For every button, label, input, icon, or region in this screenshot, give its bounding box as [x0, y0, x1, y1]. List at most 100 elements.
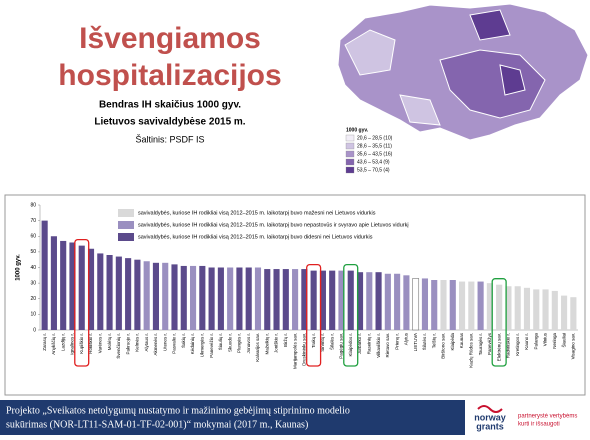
bar	[69, 242, 76, 330]
x-tick-label: Rietavo sav.	[385, 333, 390, 357]
map-legend-swatch	[345, 142, 355, 150]
bar	[41, 220, 48, 330]
x-tick-label: Švenčionių r.	[115, 333, 121, 359]
bar	[134, 259, 141, 330]
map-legend-swatch	[345, 158, 355, 166]
bar	[301, 269, 308, 330]
bar	[189, 265, 197, 330]
x-tick-label: LIETUVA	[413, 333, 418, 351]
x-tick-label: Anykščių r.	[51, 333, 56, 355]
x-tick-label: Klaipėdos r.	[348, 333, 353, 357]
bar	[199, 265, 206, 330]
highlight-box	[491, 278, 507, 367]
x-tick-label: Kauno r.	[524, 333, 529, 350]
bar	[431, 280, 438, 330]
x-tick-label: Molėtų r.	[107, 333, 112, 350]
x-tick-label: Panevėžys	[487, 332, 492, 355]
x-tick-label: Kretingos r.	[515, 333, 520, 356]
title: Išvengiamos	[79, 22, 261, 55]
bar	[106, 255, 113, 330]
y-tick-label: 30	[30, 280, 36, 286]
bar	[384, 273, 391, 330]
x-tick-label: Marijampolės sav.	[292, 333, 297, 369]
x-tick-label: Pasvalio r.	[172, 333, 177, 354]
x-tick-label: Rokiškio r.	[88, 333, 93, 354]
bar	[347, 270, 354, 330]
bar	[282, 269, 289, 330]
logo-mark	[477, 405, 503, 413]
x-tick-label: Zarasų r.	[42, 333, 47, 351]
bar	[514, 286, 521, 330]
bar	[440, 280, 447, 330]
bar	[329, 270, 336, 330]
legend-swatch	[118, 209, 134, 217]
bar	[505, 286, 512, 330]
x-tick-label: Kalvarijos sav.	[255, 333, 260, 362]
x-tick-label: Pagėgių sav.	[339, 333, 344, 359]
x-tick-label: Biržų r.	[283, 333, 288, 347]
bar	[115, 256, 122, 330]
map-legend-label: 43,6 – 53,4 (9)	[357, 159, 390, 165]
x-tick-label: Telšių r.	[431, 333, 436, 348]
bar	[78, 245, 85, 330]
bar	[162, 262, 169, 330]
x-tick-label: Neringa	[552, 333, 557, 349]
y-tick-label: 50	[30, 249, 36, 255]
x-tick-label: Radviliškio r.	[506, 333, 511, 358]
x-tick-label: Klaipėda	[450, 333, 455, 351]
y-tick-label: 70	[30, 218, 36, 224]
y-tick-label: 0	[33, 327, 36, 333]
x-tick-label: Panevėžio r.	[209, 333, 214, 358]
bar	[217, 267, 224, 330]
map-legend-label: 53,5 – 70,5 (4)	[357, 167, 390, 173]
bar	[366, 272, 373, 330]
bar	[97, 253, 104, 330]
map-shape	[337, 3, 589, 141]
bar	[60, 240, 67, 330]
bar	[356, 272, 364, 330]
x-tick-label: Kėdainių r.	[190, 333, 195, 354]
x-tick-label: Šilutės r.	[421, 333, 427, 350]
x-tick-label: Plungės r.	[237, 333, 242, 353]
bar	[125, 258, 132, 330]
map-legend-label: 20,6 – 28,5 (10)	[357, 135, 393, 141]
x-tick-label: Pakruojo r.	[125, 333, 130, 355]
bar	[143, 261, 150, 330]
bar	[542, 289, 549, 330]
bar	[245, 267, 252, 330]
bar	[486, 283, 493, 330]
x-tick-label: Šiaulių r.	[217, 333, 223, 350]
footer-bar	[0, 400, 465, 435]
bar	[310, 270, 317, 330]
y-tick-label: 40	[30, 265, 36, 271]
bar	[87, 248, 95, 330]
x-tick-label: Raseinių r.	[366, 333, 371, 354]
legend-label: savivaldybės, kuriose IH rodikliai visą …	[138, 234, 373, 240]
x-tick-label: Visagino sav.	[571, 333, 576, 359]
bar	[403, 275, 410, 330]
x-tick-label: Kaunas	[459, 332, 464, 348]
subtitle: Bendras IH skaičius 1000 gyv.	[99, 100, 241, 111]
bar	[561, 295, 568, 330]
bar	[208, 267, 215, 330]
subtitle: Lietuvos savivaldybėse 2015 m.	[94, 117, 245, 128]
x-tick-label: Alytus	[404, 332, 409, 345]
x-tick-label: Akmenės r.	[153, 333, 158, 356]
bar	[338, 270, 345, 330]
logo: norway	[474, 412, 506, 422]
highlight-box	[343, 263, 359, 367]
bar	[394, 273, 401, 330]
x-tick-label: Širvintų r.	[319, 333, 325, 352]
y-axis-label: 1000 gyv.	[16, 254, 22, 281]
x-tick-label: Trakų r.	[311, 333, 316, 348]
bar	[496, 284, 503, 330]
x-tick-label: Kelmės r.	[135, 333, 140, 352]
bar	[292, 269, 299, 330]
x-tick-label: Lazdijų r.	[60, 333, 65, 351]
x-tick-label: Prienų r.	[394, 333, 399, 350]
footer-text: sukūrimas (NOR-LT11-SAM-01-TF-02-001)“ m…	[6, 419, 308, 430]
bar	[477, 281, 484, 330]
map-legend-swatch	[345, 150, 355, 158]
bar	[449, 280, 456, 330]
